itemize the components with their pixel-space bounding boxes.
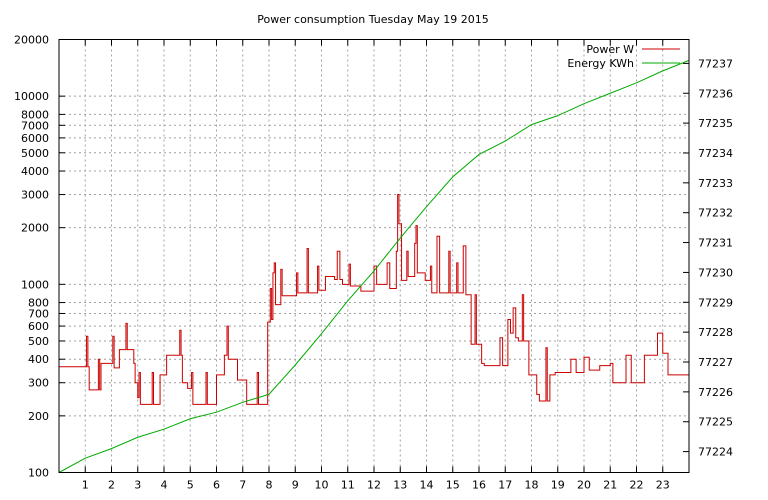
plot-frame	[58, 39, 690, 473]
left-y-tick-label: 7000	[21, 119, 49, 132]
left-y-tick-label: 300	[28, 377, 49, 390]
left-y-tick-label: 6000	[21, 132, 49, 145]
right-y-axis-ticks: 77224 77225 77226 77227 77228 77229 77230 77231…	[683, 57, 733, 459]
right-y-tick-label: 77225	[698, 416, 733, 429]
x-tick-label: 23	[656, 479, 670, 492]
x-tick-label: 7	[239, 479, 246, 492]
series-line-energy-kwh	[58, 59, 690, 473]
x-tick-label: 12	[367, 479, 381, 492]
x-tick-label: 19	[551, 479, 565, 492]
right-y-tick-label: 77224	[698, 446, 733, 459]
right-y-tick-label: 77230	[698, 266, 733, 279]
left-y-tick-label: 200	[28, 410, 49, 423]
grid	[59, 39, 689, 473]
right-y-tick-label: 77235	[698, 117, 733, 130]
right-y-tick-label: 77226	[698, 386, 733, 399]
legend-label: Power W	[586, 43, 634, 56]
left-y-tick-label: 800	[28, 297, 49, 310]
right-y-tick-label: 77234	[698, 147, 733, 160]
left-y-tick-label: 1000	[21, 278, 49, 291]
x-tick-label: 17	[498, 479, 512, 492]
right-y-tick-label: 77229	[698, 296, 733, 309]
x-tick-label: 13	[393, 479, 407, 492]
left-y-tick-label: 100	[28, 467, 49, 480]
left-y-tick-label: 600	[28, 320, 49, 333]
x-tick-label: 6	[213, 479, 220, 492]
x-tick-label: 5	[187, 479, 194, 492]
x-tick-label: 8	[266, 479, 273, 492]
x-tick-label: 22	[630, 479, 644, 492]
series	[58, 59, 690, 473]
left-y-tick-label: 500	[28, 335, 49, 348]
chart-title: Power consumption Tuesday May 19 2015	[257, 13, 488, 26]
left-y-tick-label: 5000	[21, 147, 49, 160]
left-y-tick-label: 10000	[14, 90, 49, 103]
x-tick-label: 2	[108, 479, 115, 492]
series-line-power-w	[59, 194, 689, 405]
x-tick-label: 1	[82, 479, 89, 492]
x-tick-label: 18	[525, 479, 539, 492]
right-y-tick-label: 77237	[698, 57, 733, 70]
x-tick-label: 16	[472, 479, 486, 492]
x-axis-ticks: 1 2 3 4 5 6 7 8 9 10 11 12 13 14 15 16 17 18 19 20 21 22 23	[82, 39, 670, 492]
right-y-tick-label: 77236	[698, 87, 733, 100]
x-tick-label: 10	[315, 479, 329, 492]
right-y-tick-label: 77228	[698, 326, 733, 339]
right-y-tick-label: 77232	[698, 207, 733, 220]
x-tick-label: 15	[446, 479, 460, 492]
left-y-tick-label: 400	[28, 353, 49, 366]
legend-label: Energy KWh	[567, 57, 634, 70]
right-y-tick-label: 77233	[698, 177, 733, 190]
x-tick-label: 9	[292, 479, 299, 492]
x-tick-label: 4	[161, 479, 168, 492]
left-y-tick-label: 8000	[21, 108, 49, 121]
left-y-tick-label: 4000	[21, 165, 49, 178]
left-y-tick-label: 20000	[14, 34, 49, 47]
left-y-tick-label: 3000	[21, 189, 49, 202]
left-y-tick-label: 2000	[21, 222, 49, 235]
x-tick-label: 20	[577, 479, 591, 492]
right-y-tick-label: 77227	[698, 356, 733, 369]
right-y-tick-label: 77231	[698, 237, 733, 250]
x-tick-label: 14	[420, 479, 434, 492]
x-tick-label: 21	[603, 479, 617, 492]
x-tick-label: 11	[341, 479, 355, 492]
left-y-tick-label: 700	[28, 307, 49, 320]
x-tick-label: 3	[134, 479, 141, 492]
